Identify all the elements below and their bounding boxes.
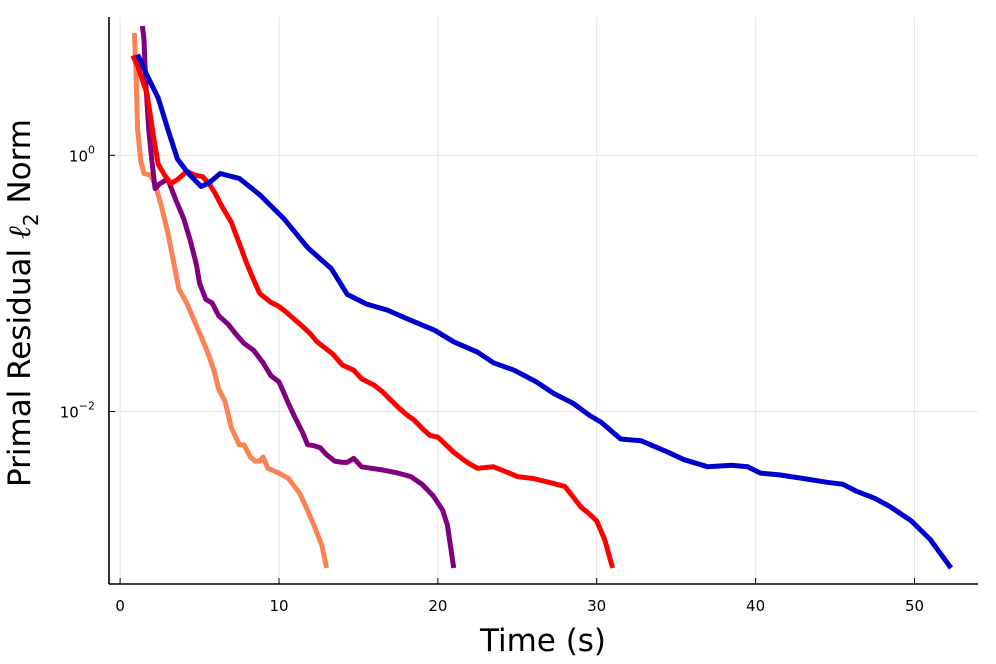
y-tick-label: 100 (69, 143, 95, 165)
y-tick-base: 10 (69, 147, 88, 165)
x-axis-label: Time (s) (479, 623, 606, 659)
y-axis-label-pre: Primal Residual (2, 239, 38, 487)
y-tick-base: 10 (60, 404, 79, 422)
y-tick-label: 10−2 (60, 400, 95, 422)
series-layer (130, 25, 954, 570)
y-axis-label-subscript: 2 (19, 213, 43, 226)
x-tick-label: 40 (746, 597, 765, 615)
x-tick-label: 30 (587, 597, 606, 615)
series-red-line (130, 54, 616, 569)
y-tick-exponent: 0 (88, 143, 95, 156)
x-ticks: 0 10 20 30 40 50 (115, 578, 924, 615)
x-tick-label: 50 (905, 597, 924, 615)
y-tick-exponent: −2 (79, 400, 95, 413)
series-blue-line (135, 53, 954, 570)
x-tick-label: 0 (115, 597, 125, 615)
y-axis-label-post: Norm (2, 119, 38, 213)
grid-layer (109, 17, 978, 584)
y-axis-label-symbol: ℓ (2, 226, 38, 239)
y-axis-label: Primal Residual ℓ2 Norm (2, 119, 43, 487)
x-tick-label: 10 (269, 597, 288, 615)
series-purple-line (139, 25, 457, 569)
x-tick-label: 20 (428, 597, 447, 615)
